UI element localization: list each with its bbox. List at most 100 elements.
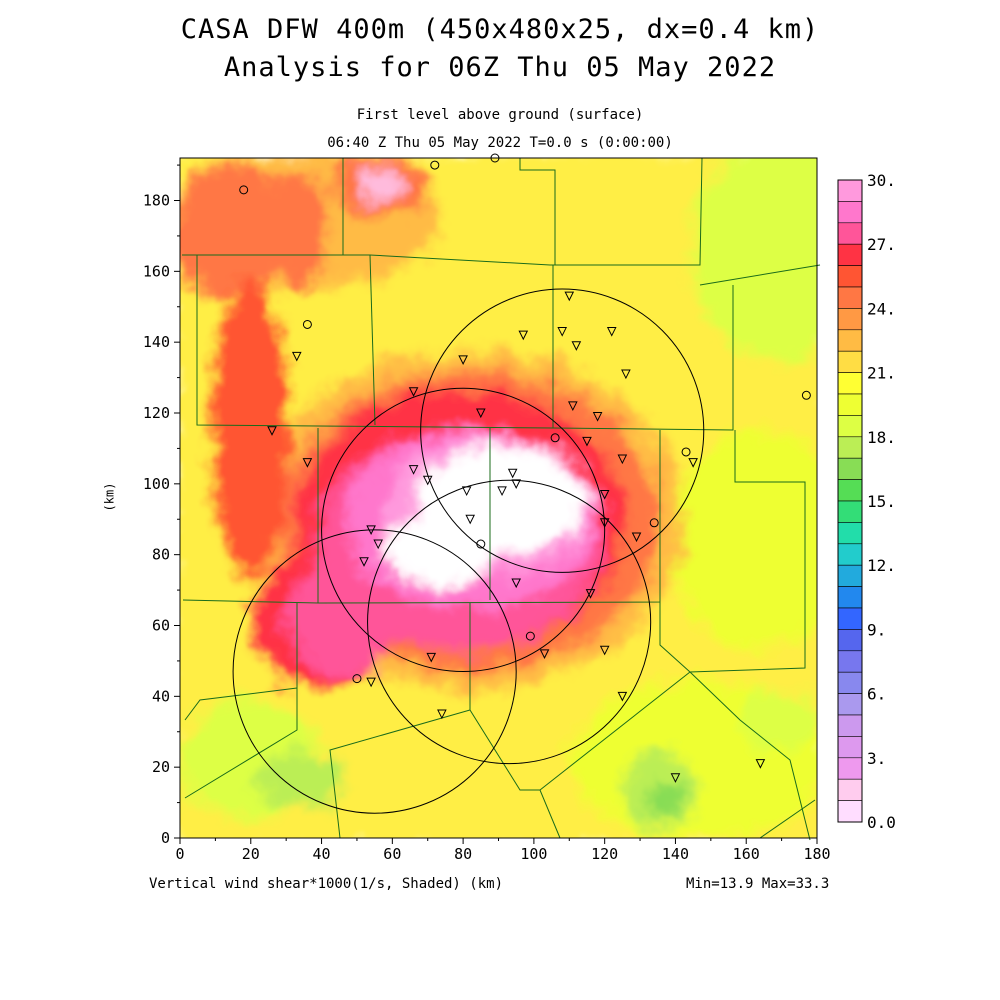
colorbar-swatch — [837, 201, 863, 224]
colorbar-swatch — [837, 372, 863, 395]
radar-ring — [232, 529, 517, 814]
station-circle-marker — [525, 631, 535, 641]
x-tick-label: 100 — [520, 845, 547, 863]
y-tick-label: 0 — [161, 829, 170, 847]
station-triangle-marker — [571, 341, 582, 351]
radar-ring — [420, 288, 705, 573]
colorbar-label: 12. — [867, 556, 896, 575]
station-triangle-marker — [373, 539, 383, 550]
y-tick-label: 140 — [143, 333, 170, 351]
radar-ring — [321, 387, 606, 673]
y-tick-label: 60 — [152, 617, 170, 635]
colorbar-swatch — [837, 329, 863, 352]
station-triangle-marker — [585, 589, 596, 599]
station-triangle-marker — [291, 351, 302, 362]
station-triangle-marker — [621, 369, 631, 380]
x-tick-label: 60 — [383, 845, 401, 863]
station-triangle-marker — [461, 486, 472, 497]
chart-subtitle-time: 06:40 Z Thu 05 May 2022 T=0.0 s (0:00:00… — [327, 135, 673, 151]
y-tick-label: 120 — [143, 404, 170, 422]
colorbar-swatch — [837, 436, 863, 459]
station-triangle-marker — [465, 514, 475, 525]
colorbar-swatch — [837, 500, 863, 523]
station-triangle-marker — [582, 436, 592, 447]
x-tick-label: 120 — [591, 845, 618, 863]
colorbar-swatch — [837, 757, 863, 780]
x-tick-label: 20 — [242, 845, 260, 863]
county-boundaries — [182, 157, 821, 841]
x-tick-label: 40 — [313, 845, 331, 863]
colorbar-swatch — [837, 778, 863, 801]
colorbar-swatch — [837, 671, 863, 694]
min-max-label: Min=13.9 Max=33.3 — [686, 876, 830, 892]
station-triangle-marker — [606, 327, 617, 337]
y-tick-label: 100 — [143, 475, 170, 493]
colorbar-swatch — [837, 800, 863, 823]
colorbar-swatch — [837, 393, 863, 416]
station-triangle-marker — [599, 645, 610, 656]
radar-ring — [367, 479, 652, 765]
station-triangle-marker — [518, 330, 529, 341]
station-circle-marker — [649, 518, 659, 528]
radar-rings — [232, 288, 705, 814]
colorbar-label: 15. — [867, 492, 896, 511]
station-triangle-marker — [267, 426, 277, 436]
station-triangle-marker — [408, 465, 419, 475]
station-triangle-marker — [617, 691, 628, 702]
chart-title: CASA DFW 400m (450x480x25, dx=0.4 km) — [180, 14, 820, 45]
station-triangle-marker — [366, 677, 376, 688]
station-circle-marker — [302, 319, 312, 329]
colorbar-swatch — [837, 415, 863, 438]
station-triangle-marker — [507, 468, 518, 479]
colorbar-swatch — [837, 308, 863, 331]
colorbar-swatch — [837, 479, 863, 502]
colorbar-label: 9. — [867, 620, 886, 639]
x-tick-label: 160 — [733, 845, 760, 863]
station-circle-marker — [476, 539, 486, 549]
colorbar-swatch — [837, 693, 863, 716]
colorbar-swatch — [837, 586, 863, 609]
x-tick-label: 80 — [454, 845, 472, 863]
colorbar-label: 0.0 — [867, 813, 896, 832]
station-circle-marker — [681, 447, 691, 457]
colorbar-swatch — [837, 286, 863, 309]
colorbar-swatch — [837, 457, 863, 480]
y-tick-label: 80 — [152, 546, 170, 564]
colorbar-swatch — [837, 222, 863, 245]
colorbar-swatch — [837, 243, 863, 266]
x-axis: 0 20 40 60 80 100 120 140 160 180 — [175, 838, 831, 863]
station-circle-marker — [239, 185, 249, 195]
station-circle-marker — [430, 160, 440, 170]
chart-title-analysis: Analysis for 06Z Thu 05 May 2022 — [223, 52, 777, 83]
colorbar-swatch — [837, 522, 863, 545]
y-tick-label: 20 — [152, 758, 170, 776]
station-markers — [239, 153, 811, 783]
colorbar-label: 3. — [867, 749, 886, 768]
colorbar-label: 27. — [867, 235, 896, 254]
colorbar-swatch — [837, 736, 863, 759]
station-triangle-marker — [366, 525, 376, 535]
station-triangle-marker — [437, 709, 447, 720]
station-triangle-marker — [422, 475, 433, 486]
y-tick-label: 160 — [143, 262, 170, 280]
shear-field — [180, 158, 817, 838]
station-triangle-marker — [599, 518, 610, 528]
station-circle-marker — [352, 674, 362, 684]
variable-label: Vertical wind shear*1000(1/s, Shaded) (k… — [149, 876, 504, 892]
station-triangle-marker — [539, 649, 550, 659]
station-triangle-marker — [426, 652, 437, 663]
colorbar-swatch — [837, 265, 863, 288]
station-circle-marker — [550, 433, 560, 443]
colorbar-label: 30. — [867, 171, 896, 190]
colorbar-label: 24. — [867, 299, 896, 318]
station-triangle-marker — [568, 401, 578, 412]
station-triangle-marker — [564, 291, 575, 302]
colorbar-swatch — [837, 179, 863, 202]
colorbar-swatch — [837, 607, 863, 630]
x-tick-label: 140 — [662, 845, 689, 863]
colorbar-label: 6. — [867, 685, 886, 704]
colorbar-swatch — [837, 714, 863, 737]
station-triangle-marker — [617, 454, 628, 465]
colorbar: 30. 27. 24. 21. 18. 15. 12. 9. 6. 3. 0.0 — [837, 171, 896, 832]
